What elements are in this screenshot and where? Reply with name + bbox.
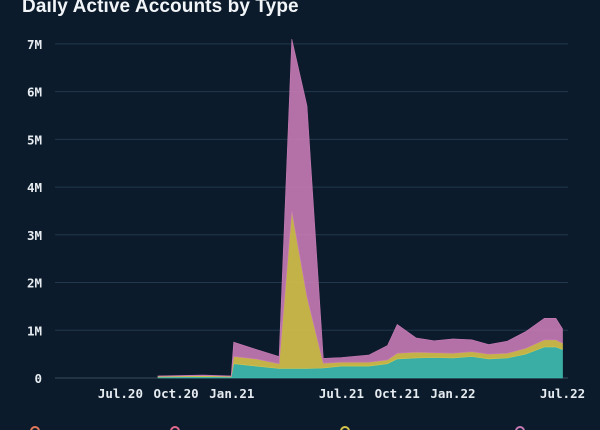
series-area-3	[157, 39, 563, 377]
y-tick-label: 0	[34, 371, 42, 386]
y-tick-label: 2M	[27, 276, 42, 291]
x-tick-label: Oct.20	[154, 386, 199, 401]
y-axis-ticks: 0 1M 2M 3M 4M 5M 6M 7M	[27, 37, 42, 386]
y-tick-label: 5M	[27, 132, 42, 147]
legend-dot-2	[170, 426, 180, 430]
x-tick-label: Jan.21	[209, 386, 254, 401]
legend-partial	[0, 422, 600, 430]
y-tick-label: 4M	[27, 180, 42, 195]
y-tick-label: 7M	[27, 37, 42, 52]
x-tick-label: Jan.22	[430, 386, 475, 401]
chart-title: Daily Active Accounts by Type	[22, 0, 299, 17]
x-axis-ticks: Jul.20 Oct.20 Jan.21 Jul.21 Oct.21 Jan.22 Jul.…	[98, 386, 585, 401]
y-tick-label: 6M	[27, 85, 42, 100]
x-tick-label: Jul.22	[540, 386, 585, 401]
y-tick-label: 3M	[27, 228, 42, 243]
x-tick-label: Jul.20	[98, 386, 143, 401]
x-tick-label: Oct.21	[375, 386, 420, 401]
series-areas	[157, 39, 563, 379]
y-tick-label: 1M	[27, 323, 42, 338]
legend-dot-3	[340, 426, 350, 430]
legend-dot-4	[515, 426, 525, 430]
legend-dot-1	[30, 426, 40, 430]
x-tick-label: Jul.21	[319, 386, 364, 401]
